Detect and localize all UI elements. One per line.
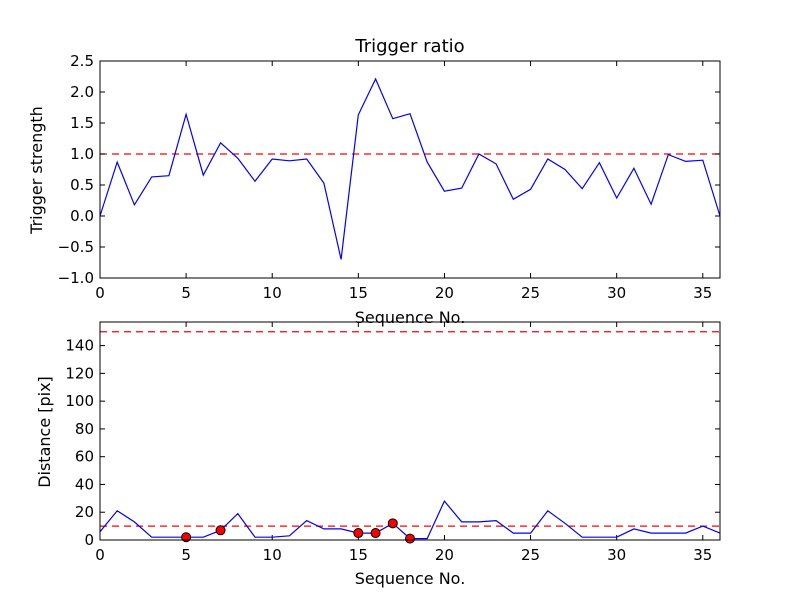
y-tick-label: 60 <box>75 448 94 466</box>
y-tick-label: 0 <box>84 531 94 549</box>
series-line <box>99 77 721 260</box>
x-tick-label: 5 <box>181 284 191 302</box>
axes-frame <box>99 321 721 541</box>
distance-chart: Distance [pix] Sequence No. 0 5 10 15 20 25 30… <box>35 321 721 588</box>
x-tick-label: 30 <box>607 284 626 302</box>
y-tick-label: 1.0 <box>70 145 94 163</box>
x-tick-label: 35 <box>693 546 712 564</box>
y-tick-label: 140 <box>65 337 94 355</box>
data-point-marker <box>370 528 381 539</box>
data-point-marker <box>353 528 364 539</box>
y-tick-label: 80 <box>75 420 94 438</box>
data-point-marker <box>405 533 415 544</box>
data-point-marker <box>181 532 192 543</box>
x-tick-label: 35 <box>693 284 712 302</box>
plot-area: 0 5 10 15 20 25 30 35 −1.0 −0.5 0.0 0.5 1.0 1.5 2.0 2.5 <box>58 52 721 302</box>
x-tick-label: 15 <box>349 546 368 564</box>
y-tick-label: 120 <box>65 364 94 382</box>
x-axis-label: Sequence No. <box>355 569 466 588</box>
x-tick-label: 25 <box>521 546 540 564</box>
y-tick-label: 20 <box>75 503 94 521</box>
x-tick-label: 0 <box>95 546 105 564</box>
x-tick-label: 10 <box>263 546 282 564</box>
plot-area: 0 5 10 15 20 25 30 35 0 20 40 60 80 100 120 140 <box>65 322 721 564</box>
y-tick-label: −1.0 <box>58 269 94 287</box>
chart-title: Trigger ratio <box>354 36 464 57</box>
axes-frame <box>99 60 721 279</box>
y-axis-label: Distance [pix] <box>35 376 54 488</box>
x-tick-label: 15 <box>349 284 368 302</box>
x-tick-label: 25 <box>521 284 540 302</box>
x-tick-label: 5 <box>181 546 191 564</box>
y-tick-label: 0.0 <box>70 207 94 225</box>
y-axis-label: Trigger strength <box>27 106 46 235</box>
y-tick-label: 0.5 <box>70 176 94 194</box>
y-tick-label: 100 <box>65 392 94 410</box>
x-tick-label: 0 <box>95 284 105 302</box>
x-tick-label: 10 <box>263 284 282 302</box>
x-tick-label: 30 <box>607 546 626 564</box>
data-point-marker <box>387 518 398 529</box>
y-tick-label: 40 <box>75 475 94 493</box>
x-axis-label: Sequence No. <box>355 308 466 327</box>
y-tick-label: 1.5 <box>70 114 94 132</box>
x-tick-label: 20 <box>435 546 454 564</box>
x-tick-label: 20 <box>435 284 454 302</box>
y-tick-label: −0.5 <box>58 238 94 256</box>
y-tick-label: 2.5 <box>70 52 94 70</box>
data-point-marker <box>215 525 226 536</box>
y-tick-label: 2.0 <box>70 83 94 101</box>
